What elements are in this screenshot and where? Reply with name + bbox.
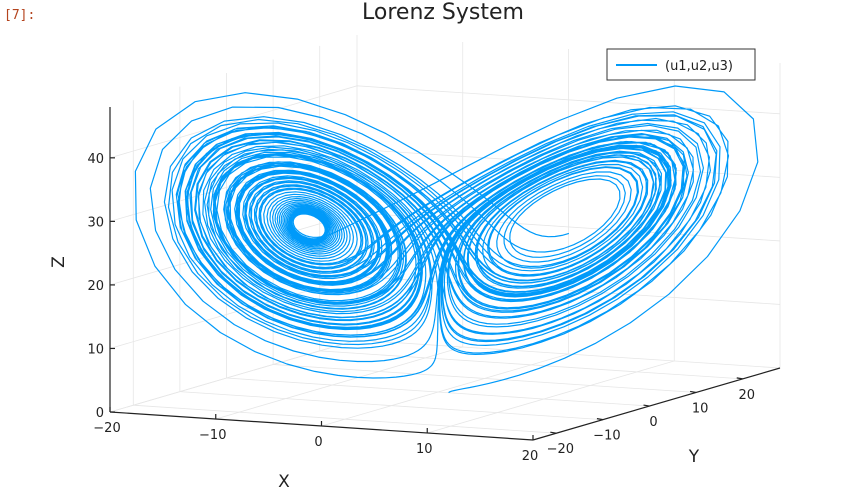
y-axis-label: Y <box>688 447 700 467</box>
y-tick-mark <box>643 404 650 407</box>
y-tick-mark <box>550 431 557 434</box>
z-tick-label: 20 <box>87 279 104 294</box>
z-tick-label: 40 <box>87 152 104 167</box>
z-tick-label: 0 <box>96 406 104 421</box>
y-tick-mark <box>736 377 743 380</box>
y-tick-mark <box>596 418 604 421</box>
y-tick-label: 20 <box>738 388 755 403</box>
x-axis-label: X <box>278 472 290 492</box>
y-tick-label: −10 <box>593 429 620 444</box>
x-tick-label: −20 <box>93 421 120 436</box>
tick-labels: −20 −10 0 10 20 −20 −10 0 10 20 0 10 20 30 40 <box>87 152 755 464</box>
x-tick-label: 0 <box>314 435 322 450</box>
chart-title: Lorenz System <box>362 0 524 25</box>
y-axis-line <box>532 367 781 441</box>
grid-line-z <box>109 85 781 159</box>
z-tick-label: 10 <box>87 342 104 357</box>
data-layer <box>134 85 759 394</box>
legend-label: (u1,u2,u3) <box>665 59 733 74</box>
grid-line-z <box>109 339 781 413</box>
grid-lines <box>109 35 781 441</box>
cell-prompt: [7]: <box>4 8 36 23</box>
x-tick-label: 20 <box>522 449 539 464</box>
z-tick-label: 30 <box>87 215 104 230</box>
y-tick-label: 10 <box>692 401 709 416</box>
y-tick-label: −20 <box>547 442 574 457</box>
x-tick-label: −10 <box>199 428 226 443</box>
x-tick-label: 10 <box>416 442 433 457</box>
y-tick-label: 0 <box>649 415 657 430</box>
legend: (u1,u2,u3) <box>606 48 756 81</box>
axes <box>109 107 781 441</box>
z-axis-label: Z <box>49 256 69 268</box>
y-tick-mark <box>690 390 697 394</box>
series-line-u1-u2-u3 <box>134 85 759 394</box>
